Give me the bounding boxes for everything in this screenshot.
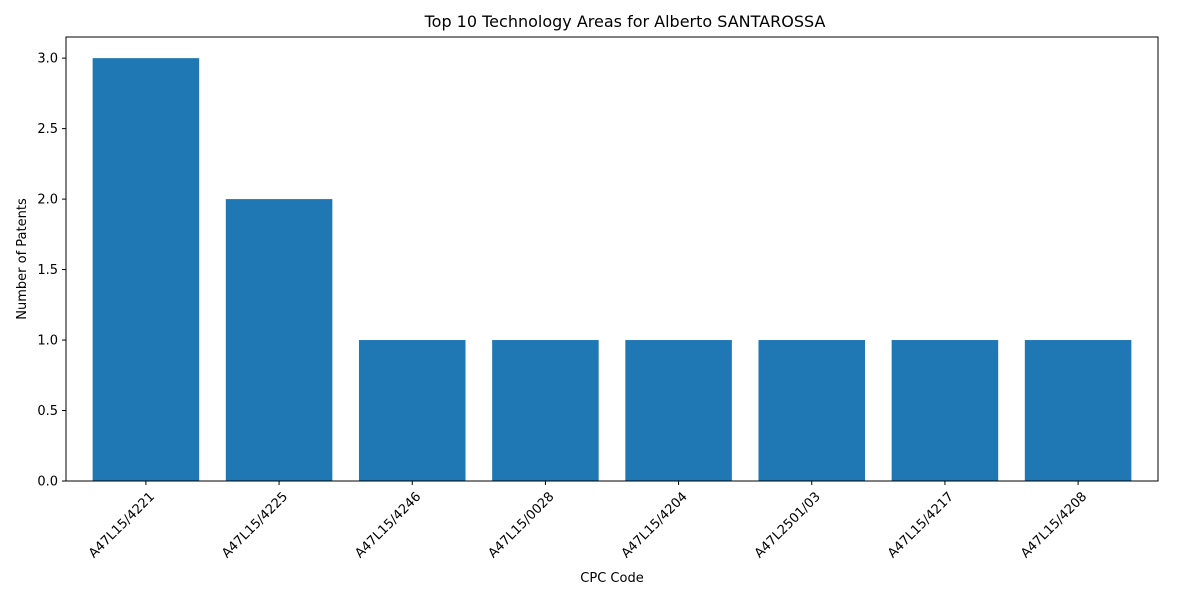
x-tick-label: A47L15/0028: [486, 489, 558, 561]
y-tick-label: 2.0: [37, 193, 58, 208]
x-tick-label: A47L15/4208: [1018, 489, 1090, 561]
x-tick-label: A47L15/4204: [619, 489, 691, 561]
x-axis: A47L15/4221 A47L15/4225 A47L15/4246 A47L15/…: [86, 481, 1090, 561]
y-tick-label: 1.5: [37, 263, 58, 278]
chart-title: Top 10 Technology Areas for Alberto SANT…: [424, 12, 826, 31]
y-tick-label: 3.0: [37, 52, 58, 67]
bar: [93, 58, 200, 481]
x-tick-label: A47L2501/03: [752, 489, 824, 561]
bar: [625, 340, 732, 481]
y-tick-label: 2.5: [37, 122, 58, 137]
y-axis: 0.0 0.5 1.0 1.5 2.0 2.5 3.0: [37, 52, 66, 490]
bar: [492, 340, 599, 481]
x-tick-label: A47L15/4217: [885, 489, 957, 561]
bar: [1025, 340, 1132, 481]
y-axis-label: Number of Patents: [15, 198, 30, 320]
y-tick-label: 0.5: [37, 404, 58, 419]
bar: [226, 199, 333, 481]
x-tick-label: A47L15/4246: [352, 489, 424, 561]
x-tick-label: A47L15/4225: [219, 489, 291, 561]
x-tick-label: A47L15/4221: [86, 489, 158, 561]
bar: [359, 340, 466, 481]
bars-layer: [93, 58, 1132, 481]
bar: [892, 340, 999, 481]
y-tick-label: 0.0: [37, 475, 58, 490]
x-axis-label: CPC Code: [580, 571, 643, 586]
y-tick-label: 1.0: [37, 334, 58, 349]
bar: [758, 340, 865, 481]
